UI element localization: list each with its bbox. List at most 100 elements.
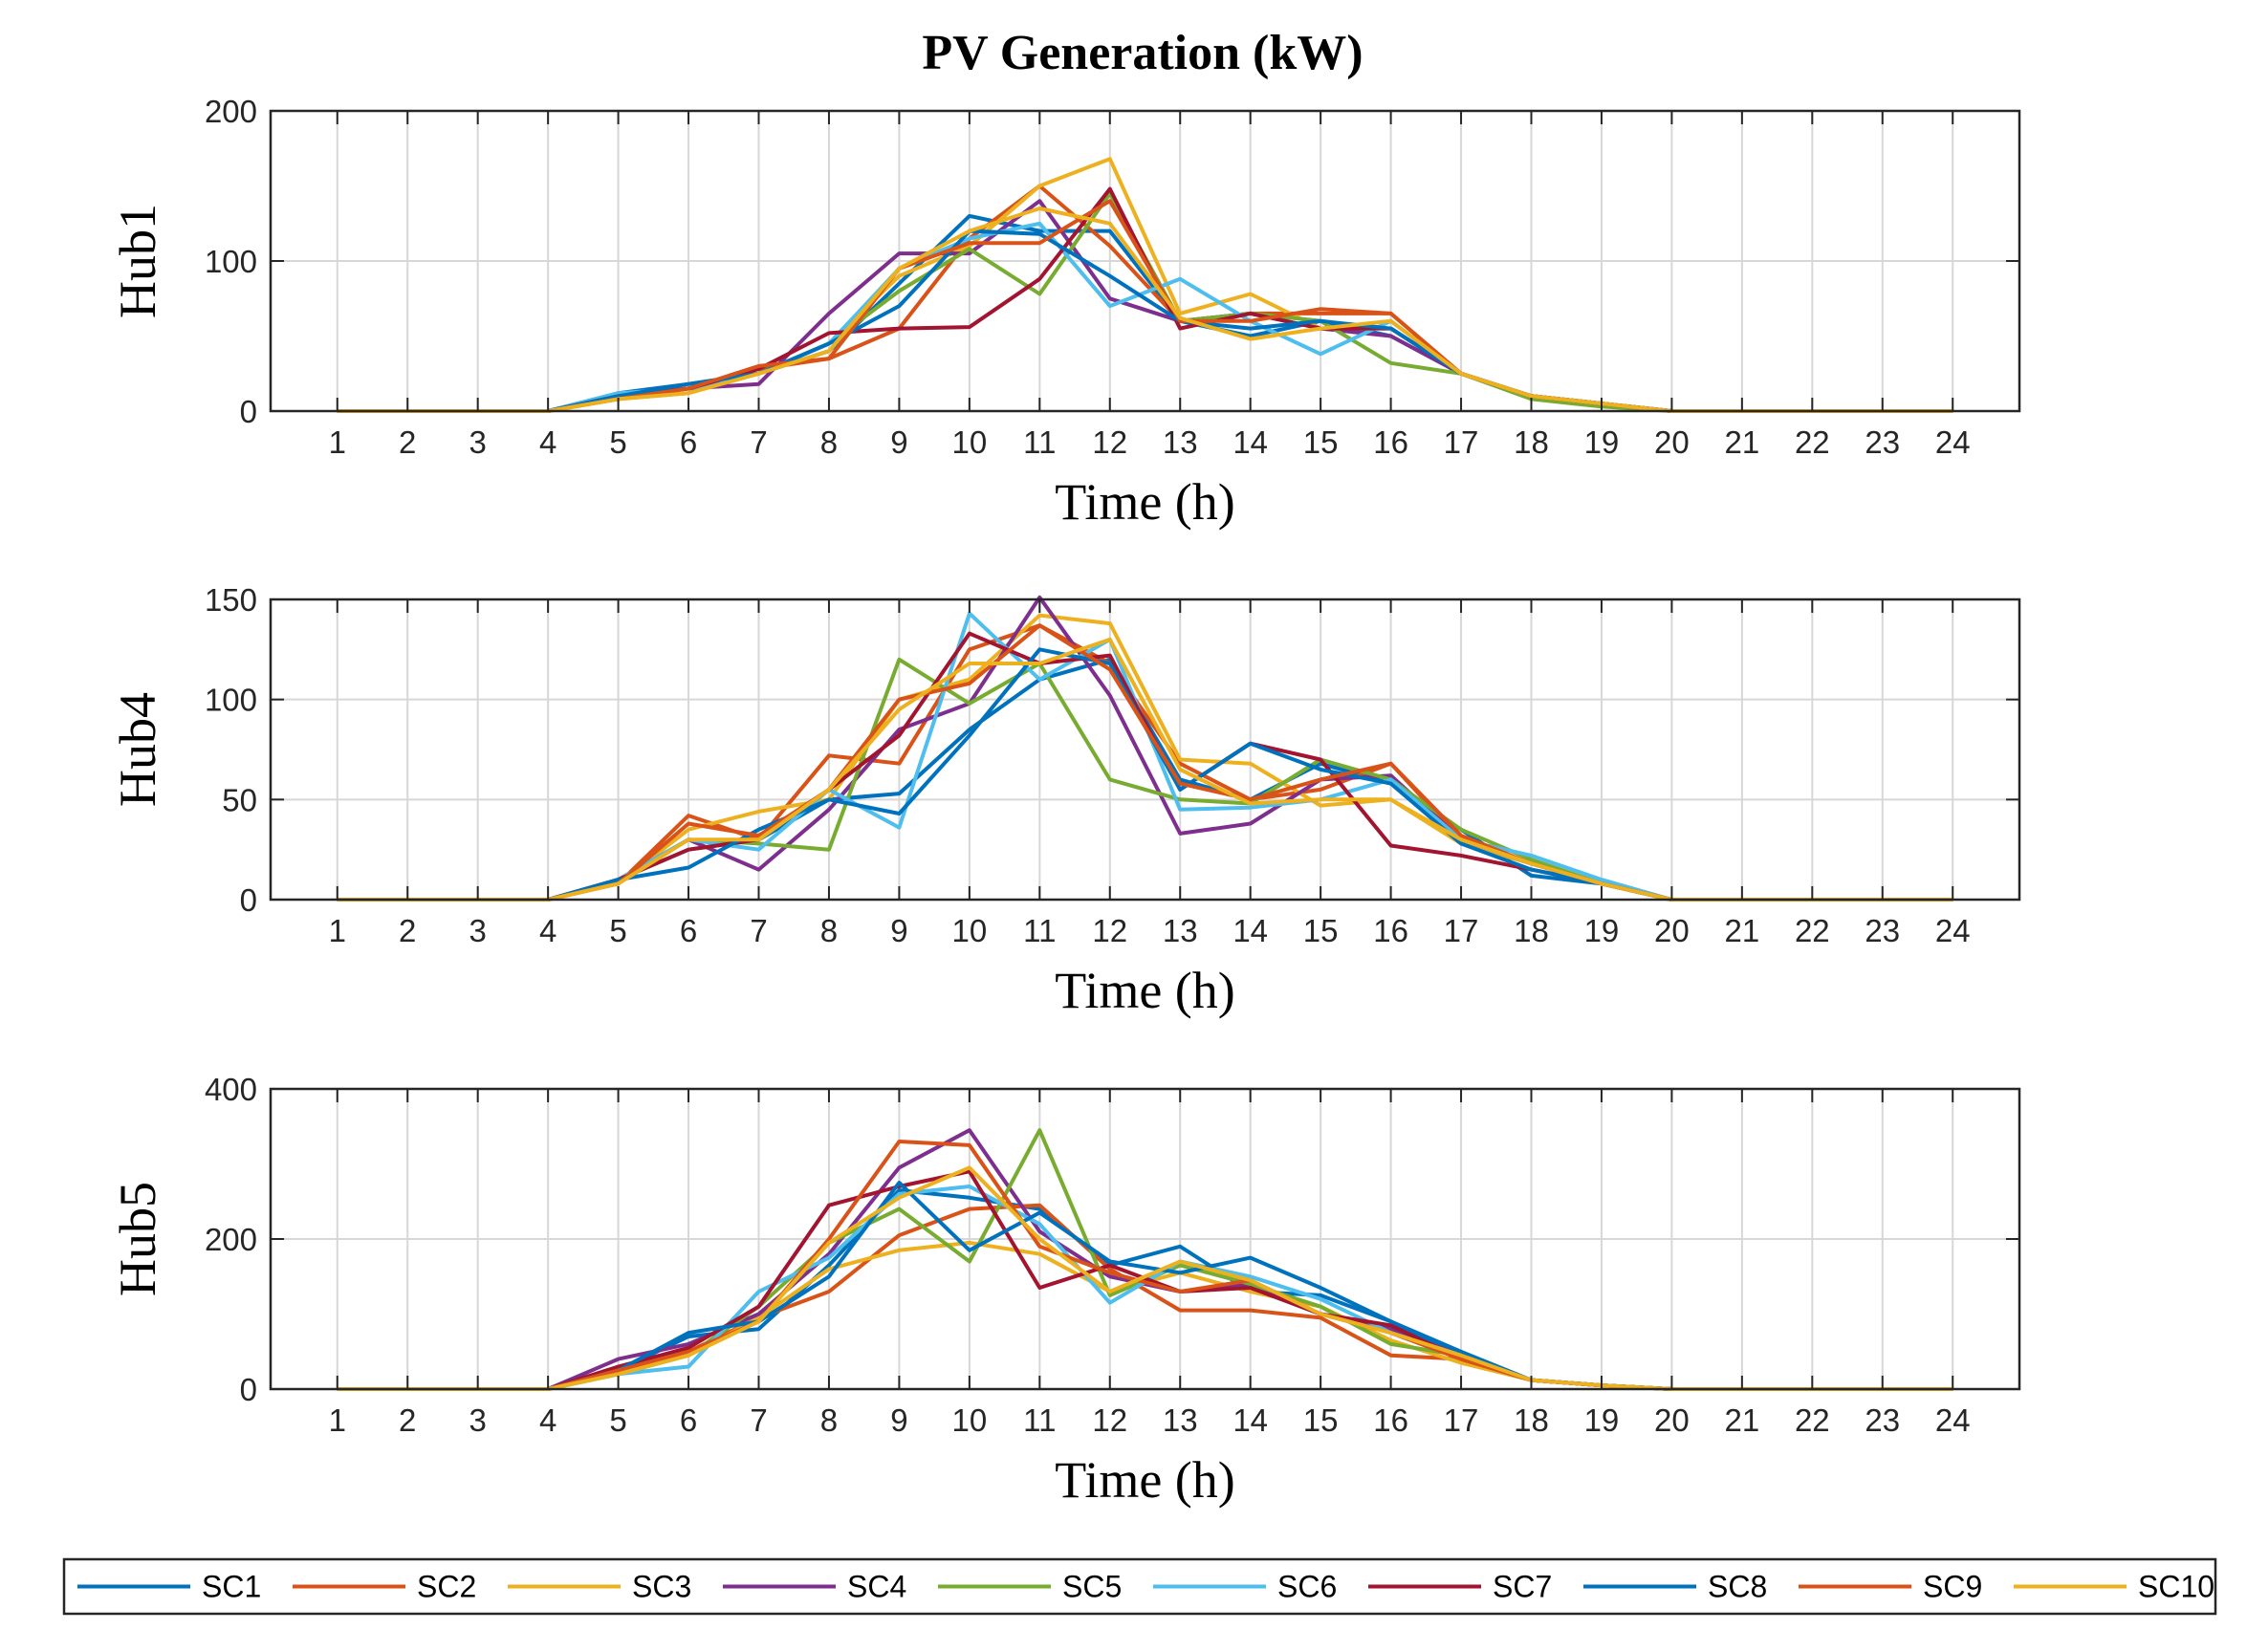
x-tick-label: 17 — [1444, 913, 1479, 948]
x-tick-label: 20 — [1654, 1402, 1690, 1438]
x-tick-label: 9 — [890, 424, 907, 460]
x-tick-label: 22 — [1795, 1402, 1830, 1438]
x-tick-label: 10 — [952, 913, 988, 948]
legend-label-sc3: SC3 — [632, 1570, 691, 1604]
x-tick-label: 17 — [1444, 1402, 1479, 1438]
y-axis-label: Hub5 — [109, 1182, 166, 1296]
x-tick-label: 15 — [1303, 913, 1339, 948]
legend-label-sc9: SC9 — [1923, 1570, 1982, 1604]
x-tick-label: 8 — [820, 424, 838, 460]
x-tick-label: 3 — [469, 913, 487, 948]
x-tick-label: 21 — [1724, 424, 1759, 460]
x-tick-label: 10 — [952, 1402, 988, 1438]
y-axis-label: Hub4 — [109, 692, 166, 807]
x-tick-label: 12 — [1092, 913, 1127, 948]
y-tick-label: 0 — [240, 1372, 257, 1407]
x-tick-label: 19 — [1584, 1402, 1620, 1438]
x-tick-label: 20 — [1654, 913, 1690, 948]
x-tick-label: 14 — [1233, 913, 1268, 948]
x-tick-label: 1 — [329, 913, 346, 948]
x-tick-label: 24 — [1935, 913, 1971, 948]
x-tick-label: 1 — [329, 1402, 346, 1438]
x-tick-label: 6 — [680, 913, 697, 948]
x-tick-label: 14 — [1233, 424, 1268, 460]
x-tick-label: 15 — [1303, 424, 1339, 460]
x-tick-label: 16 — [1373, 424, 1408, 460]
axes-box — [269, 598, 2021, 902]
panel-hub1: 1 2 3 4 5 6 7 8 9 10 11 12 13 14 15 16 17 18 19 20 21 22 23 240… — [109, 94, 2021, 531]
x-tick-label: 7 — [750, 913, 767, 948]
x-tick-label: 14 — [1233, 1402, 1268, 1438]
x-tick-label: 22 — [1795, 424, 1830, 460]
x-tick-label: 24 — [1935, 1402, 1971, 1438]
x-tick-label: 1 — [329, 424, 346, 460]
x-tick-label: 18 — [1514, 424, 1549, 460]
x-tick-label: 18 — [1514, 1402, 1549, 1438]
x-tick-label: 7 — [750, 424, 767, 460]
legend-label-sc8: SC8 — [1708, 1570, 1767, 1604]
x-tick-label: 10 — [952, 424, 988, 460]
x-tick-label: 2 — [399, 913, 416, 948]
y-tick-label: 50 — [222, 782, 257, 817]
legend-label-sc10: SC10 — [2138, 1570, 2214, 1604]
legend-label-sc2: SC2 — [417, 1570, 476, 1604]
x-tick-label: 5 — [609, 424, 626, 460]
legend: SC1 SC2 SC3 SC4 SC5 SC6 SC7 SC8 SC9 SC10 — [62, 1557, 2217, 1616]
legend-label-sc1: SC1 — [202, 1570, 261, 1604]
x-tick-label: 21 — [1724, 913, 1759, 948]
figure-title: PV Generation (kW) — [922, 26, 1363, 80]
y-tick-label: 150 — [205, 582, 257, 618]
x-tick-label: 23 — [1865, 913, 1900, 948]
panel-hub5: 1 2 3 4 5 6 7 8 9 10 11 12 13 14 15 16 17 18 19 20 21 22 23 240… — [109, 1072, 2021, 1509]
x-tick-label: 9 — [890, 913, 907, 948]
x-tick-label: 2 — [399, 1402, 416, 1438]
x-tick-label: 3 — [469, 1402, 487, 1438]
x-tick-label: 11 — [1023, 424, 1056, 460]
y-axis-label: Hub1 — [109, 204, 166, 318]
x-tick-label: 7 — [750, 1402, 767, 1438]
legend-label-sc5: SC5 — [1062, 1570, 1122, 1604]
x-tick-label: 13 — [1163, 913, 1198, 948]
x-axis-label: Time (h) — [1055, 962, 1235, 1019]
x-tick-label: 4 — [539, 913, 556, 948]
x-tick-label: 15 — [1303, 1402, 1339, 1438]
x-tick-label: 8 — [820, 1402, 838, 1438]
x-tick-label: 23 — [1865, 424, 1900, 460]
chart-panels: 1 2 3 4 5 6 7 8 9 10 11 12 13 14 15 16 17 18 19 20 21 22 23 240… — [109, 94, 2021, 1509]
x-axis-label: Time (h) — [1055, 1451, 1235, 1509]
panel-hub4: 1 2 3 4 5 6 7 8 9 10 11 12 13 14 15 16 17 18 19 20 21 22 23 240… — [109, 582, 2021, 1019]
x-tick-label: 11 — [1023, 913, 1056, 948]
x-tick-label: 16 — [1373, 913, 1408, 948]
x-tick-label: 5 — [609, 913, 626, 948]
x-tick-label: 21 — [1724, 1402, 1759, 1438]
y-tick-label: 0 — [240, 882, 257, 918]
x-tick-label: 17 — [1444, 424, 1479, 460]
legend-label-sc4: SC4 — [847, 1570, 906, 1604]
x-tick-label: 4 — [539, 1402, 556, 1438]
x-tick-label: 12 — [1092, 424, 1127, 460]
y-tick-label: 0 — [240, 394, 257, 429]
x-tick-label: 8 — [820, 913, 838, 948]
x-tick-label: 11 — [1023, 1402, 1056, 1438]
x-tick-label: 2 — [399, 424, 416, 460]
x-tick-label: 12 — [1092, 1402, 1127, 1438]
x-tick-label: 19 — [1584, 424, 1620, 460]
y-tick-label: 200 — [205, 1222, 257, 1257]
y-tick-label: 100 — [205, 683, 257, 718]
x-tick-label: 16 — [1373, 1402, 1408, 1438]
x-tick-label: 4 — [539, 424, 556, 460]
x-axis-label: Time (h) — [1055, 473, 1235, 531]
x-tick-label: 23 — [1865, 1402, 1900, 1438]
x-tick-label: 13 — [1163, 1402, 1198, 1438]
x-tick-label: 24 — [1935, 424, 1971, 460]
x-tick-label: 6 — [680, 1402, 697, 1438]
x-tick-label: 20 — [1654, 424, 1690, 460]
x-tick-label: 22 — [1795, 913, 1830, 948]
y-tick-label: 200 — [205, 94, 257, 129]
x-tick-label: 13 — [1163, 424, 1198, 460]
x-tick-label: 9 — [890, 1402, 907, 1438]
x-tick-label: 3 — [469, 424, 487, 460]
x-tick-label: 19 — [1584, 913, 1620, 948]
